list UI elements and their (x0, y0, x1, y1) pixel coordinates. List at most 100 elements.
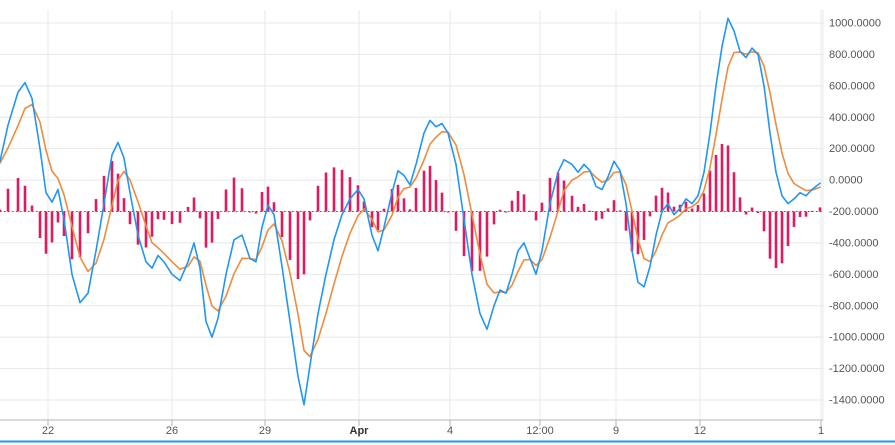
y-axis-label: 0.0000 (829, 175, 863, 187)
histogram-bar (762, 211, 766, 232)
histogram-bar (446, 211, 450, 213)
histogram-bar (340, 169, 344, 212)
histogram-bar (156, 211, 160, 220)
histogram-bar (708, 170, 712, 212)
histogram-bar (478, 211, 482, 271)
histogram-bar (296, 211, 300, 280)
histogram-bar (654, 195, 658, 212)
histogram-bar (690, 208, 694, 212)
histogram-bar (192, 197, 196, 212)
histogram-bar (804, 211, 808, 217)
y-axis-label: -1200.0000 (829, 363, 885, 375)
histogram-bar (376, 211, 380, 231)
histogram-bar (582, 203, 586, 212)
y-axis-label: -200.0000 (829, 206, 879, 218)
histogram-bar (726, 145, 730, 212)
x-axis-label: 12 (694, 425, 706, 437)
histogram-bar (714, 154, 718, 212)
histogram-bar (440, 192, 444, 212)
histogram-bar (94, 199, 98, 212)
x-axis-label: 22 (42, 425, 54, 437)
histogram-bar (30, 205, 34, 212)
histogram-bar (204, 211, 208, 248)
histogram-bar (362, 201, 366, 212)
histogram-bar (402, 198, 406, 212)
histogram-bar (516, 190, 520, 212)
histogram-bar (780, 211, 784, 264)
histogram-bar (786, 211, 790, 247)
histogram-bar (6, 188, 10, 212)
histogram-bar (162, 211, 166, 220)
histogram-bar (510, 200, 514, 212)
histogram-bar (485, 211, 489, 257)
histogram-bar (240, 188, 244, 212)
histogram-bar (136, 211, 140, 245)
histogram-bar (696, 205, 700, 212)
histogram-bar (666, 192, 670, 212)
histogram-bar (540, 202, 544, 212)
histogram-bar (332, 167, 336, 212)
histogram-bar (792, 211, 796, 227)
x-axis-label: 29 (259, 425, 271, 437)
y-axis-label: 600.0000 (829, 80, 875, 92)
histogram-bar (308, 211, 312, 221)
histogram-bar (272, 202, 276, 212)
macd-line (0, 17, 821, 406)
histogram-bar (110, 160, 114, 212)
histogram-bar (122, 198, 126, 212)
histogram-bar (528, 210, 532, 212)
x-axis-label: 1 (818, 425, 824, 437)
x-axis-label: 9 (613, 425, 619, 437)
histogram-bar (170, 211, 174, 225)
histogram-bar (648, 211, 652, 217)
histogram-bar (570, 195, 574, 212)
x-axis-label: 12:00 (526, 425, 554, 437)
histogram-bar (756, 211, 760, 214)
histogram-bar (492, 211, 496, 225)
histogram-bar (198, 211, 202, 219)
histogram-bar (750, 207, 754, 212)
histogram-bar (280, 211, 284, 238)
histogram-bar (302, 211, 306, 275)
histogram-bar (600, 211, 604, 219)
histogram-bar (798, 211, 802, 217)
histogram-bar (254, 211, 258, 214)
histogram-bar (70, 211, 74, 260)
signal-line (0, 50, 821, 358)
histogram-bar (768, 211, 772, 259)
histogram-bar (630, 211, 634, 252)
histogram-bar (356, 185, 360, 212)
histogram-bar (522, 194, 526, 212)
y-axis-label: -1000.0000 (829, 332, 885, 344)
histogram-bar (810, 210, 814, 212)
histogram-bar (672, 206, 676, 212)
y-axis-label: -800.0000 (829, 300, 879, 312)
histogram-bar (414, 187, 418, 212)
histogram-bar (744, 211, 748, 215)
histogram-bar (642, 211, 646, 240)
histogram-bar (260, 192, 264, 212)
histogram-bar (0, 209, 2, 212)
y-axis-label: -1400.0000 (829, 395, 885, 407)
histogram-bar (128, 211, 132, 225)
histogram-bar (178, 211, 182, 223)
y-axis-label: 400.0000 (829, 112, 875, 124)
histogram-bar (588, 210, 592, 212)
histogram-bar (606, 208, 610, 212)
histogram-bar (16, 178, 20, 212)
histogram-bar (144, 211, 148, 248)
histogram-bar (576, 206, 580, 212)
histogram-bar (434, 180, 438, 212)
histogram-bar (422, 170, 426, 212)
histogram-bar (462, 211, 466, 257)
y-axis-label: -400.0000 (829, 237, 879, 249)
histogram-bar (504, 211, 508, 213)
histogram-bar (210, 211, 214, 243)
histogram-bar (78, 211, 82, 258)
histogram-bar (56, 211, 60, 223)
histogram-bar (186, 206, 190, 212)
histogram-bar (636, 211, 640, 255)
histogram-bar (102, 175, 106, 212)
